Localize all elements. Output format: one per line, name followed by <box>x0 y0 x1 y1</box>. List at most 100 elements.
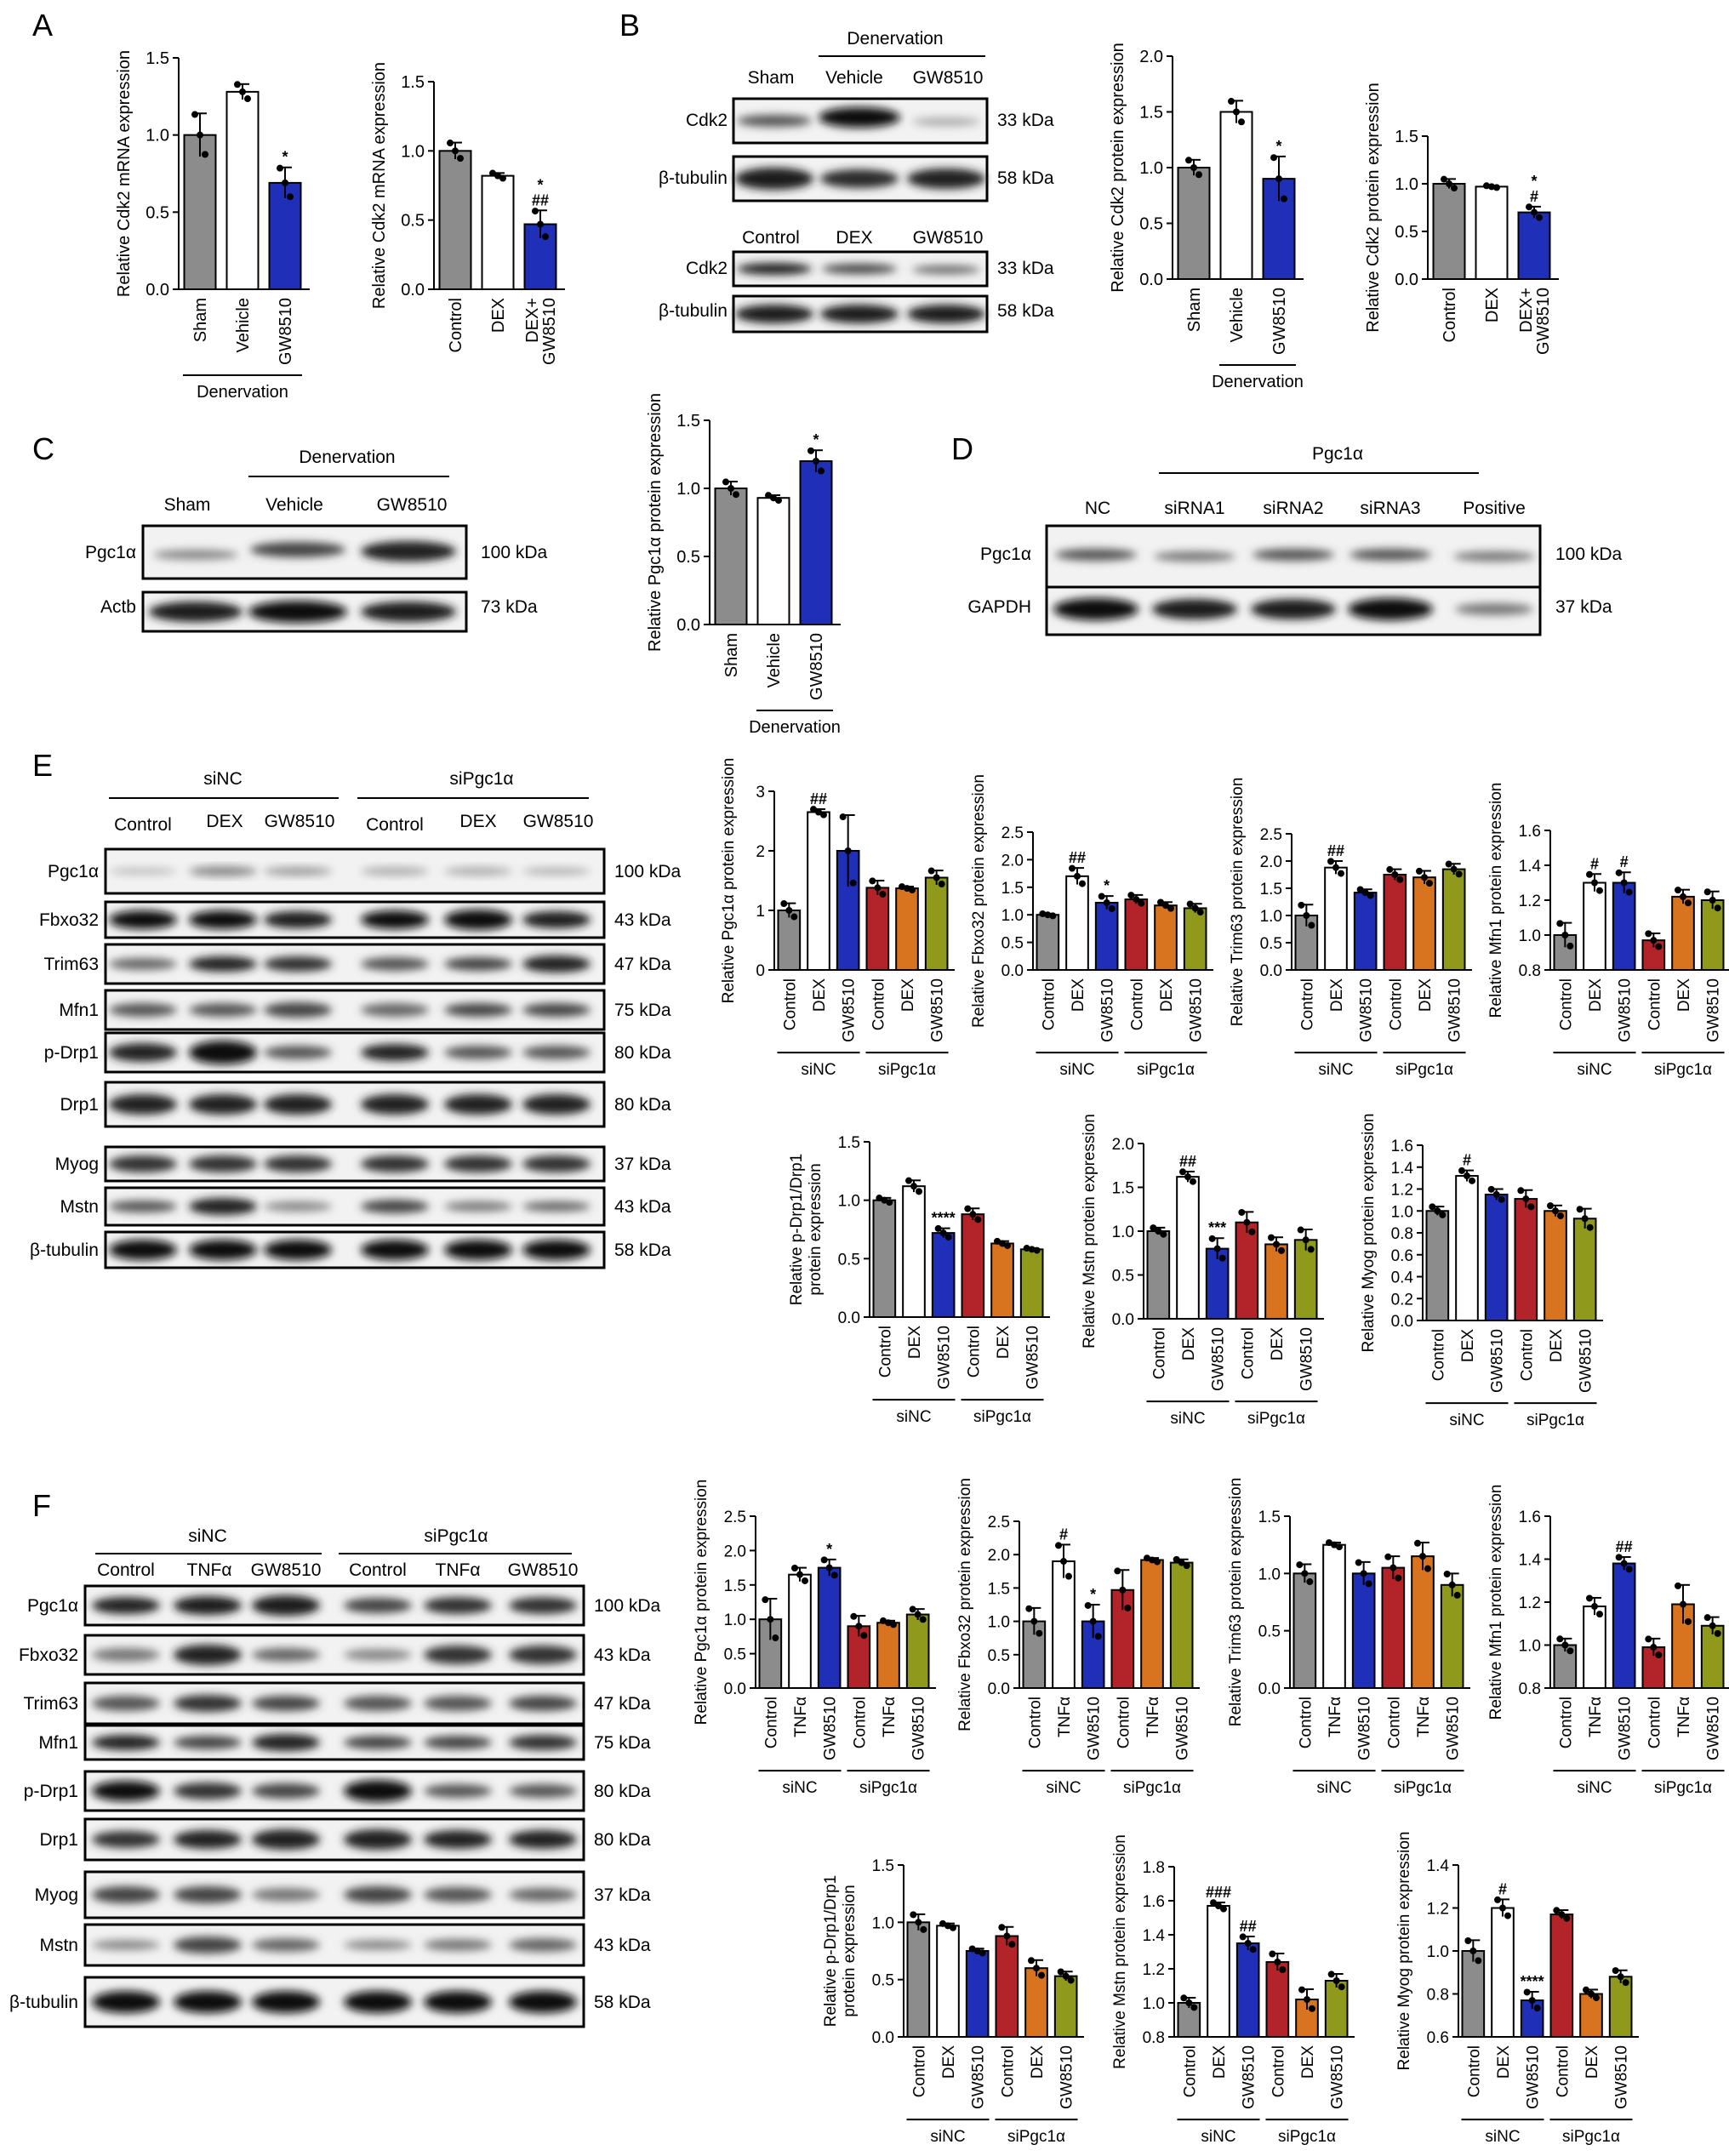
bar <box>1583 881 1606 971</box>
bands <box>92 1886 577 1903</box>
bar <box>1700 1624 1725 1690</box>
y-tick-label: 0.0 <box>1112 1311 1134 1329</box>
x-tick-label: Control <box>1298 978 1316 1030</box>
y-tick-label: 0.0 <box>838 1309 860 1327</box>
kda-label: 43 kDa <box>614 1197 671 1217</box>
data-point <box>775 497 782 505</box>
data-point <box>1183 1562 1190 1570</box>
data-point <box>1038 1971 1045 1979</box>
lane-label: DEX <box>459 812 496 831</box>
band <box>522 868 591 875</box>
bar <box>1292 1572 1317 1690</box>
data-point <box>1028 1246 1036 1253</box>
data-point <box>1522 1195 1530 1203</box>
significance-marker: ## <box>1179 1153 1196 1170</box>
band <box>92 1696 160 1711</box>
band <box>509 1646 577 1664</box>
data-point <box>1596 1611 1603 1618</box>
x-tick-label: Control <box>447 298 465 352</box>
data-point <box>1650 1644 1658 1651</box>
data-point <box>1270 154 1277 162</box>
data-point <box>880 1617 887 1624</box>
row-label: Pgc1α <box>27 1596 78 1616</box>
blot-strip <box>83 1870 585 1919</box>
data-point <box>1492 1190 1500 1198</box>
x-tick-label: DEX+ <box>1517 288 1536 333</box>
row-label: β-tubulin <box>659 301 728 321</box>
data-point <box>1074 872 1081 880</box>
x-tick-label: Control <box>762 1697 780 1748</box>
bands <box>109 866 591 876</box>
y-axis-label: Relative Mstn protein expression <box>1081 1114 1098 1349</box>
band <box>344 1598 412 1613</box>
lane-label: siRNA2 <box>1263 499 1323 518</box>
bands <box>92 1734 577 1751</box>
lane-label: TNFα <box>187 1560 232 1580</box>
data-point <box>999 1240 1006 1247</box>
x-tick-label: Control <box>999 2045 1017 2097</box>
kda-label: 47 kDa <box>614 955 671 974</box>
data-point <box>1191 904 1199 912</box>
bar <box>924 876 949 971</box>
band <box>509 1991 577 2013</box>
bar <box>1219 111 1253 280</box>
band <box>424 1939 492 1951</box>
data-point <box>1178 1559 1185 1566</box>
band <box>361 910 429 929</box>
data-point <box>874 884 882 892</box>
data-point <box>979 1949 986 1957</box>
group-label: siPgc1α <box>878 1061 936 1079</box>
band <box>252 1991 320 2013</box>
y-axis-label: protein expression <box>807 1163 825 1295</box>
significance-marker: ### <box>1206 1884 1231 1901</box>
data-point <box>1220 1905 1227 1913</box>
bar <box>1094 901 1119 971</box>
band <box>424 1784 492 1798</box>
data-point <box>1025 1605 1033 1612</box>
row-label: Pgc1α <box>980 545 1031 564</box>
bar <box>1411 1555 1435 1689</box>
band <box>424 1696 492 1711</box>
bar <box>872 1199 897 1318</box>
data-point <box>197 131 203 139</box>
band <box>509 1597 577 1614</box>
data-point <box>1703 1614 1711 1622</box>
y-axis-label: protein expression <box>841 1885 859 2016</box>
y-tick-label: 0.6 <box>1391 1247 1413 1265</box>
y-tick-label: 1.2 <box>1391 1182 1413 1200</box>
x-tick-label: DEX <box>1417 978 1435 1012</box>
y-tick-label: 1.0 <box>1139 159 1163 178</box>
chart-b2: 0.0 0.5 1.0 1.5 Relative Cdk2 protein expres… <box>1364 83 1559 355</box>
panel-label-d: D <box>951 431 973 466</box>
bands <box>92 1991 577 2013</box>
data-point <box>1464 1937 1472 1945</box>
band <box>264 1201 332 1212</box>
x-tick-label: Control <box>1181 2045 1199 2097</box>
x-tick-label: GW8510 <box>1447 978 1464 1042</box>
x-tick-label: GW8510 <box>1617 1697 1635 1760</box>
lane-label: Control <box>349 1560 407 1580</box>
bar <box>1544 1210 1567 1321</box>
data-point <box>1149 1556 1156 1564</box>
x-tick-label: TNFα <box>1056 1697 1074 1737</box>
panel-label-c: C <box>32 431 54 466</box>
bands <box>109 910 591 930</box>
chart-c1: 0.0 0.5 1.0 1.5 Relative Pgc1α protein expre… <box>646 393 841 737</box>
y-tick-label: 0.8 <box>1519 1680 1541 1698</box>
data-point <box>1179 1168 1186 1176</box>
y-axis-label: Relative Pgc1α protein expression <box>646 393 665 652</box>
data-point <box>998 1924 1006 1931</box>
data-point <box>1275 175 1282 183</box>
data-point <box>1213 1245 1221 1252</box>
band <box>509 1784 577 1798</box>
data-point <box>1332 864 1339 871</box>
y-tick-label: 1.2 <box>1519 1594 1541 1612</box>
kda-label: 33 kDa <box>997 111 1054 130</box>
band <box>444 1240 512 1260</box>
row-label: GAPDH <box>967 597 1031 617</box>
band <box>189 1094 257 1115</box>
band <box>424 1597 492 1614</box>
x-tick-label: DEX <box>1548 1329 1566 1362</box>
x-tick-label: Sham <box>1185 288 1204 332</box>
data-point <box>1190 2004 1198 2011</box>
